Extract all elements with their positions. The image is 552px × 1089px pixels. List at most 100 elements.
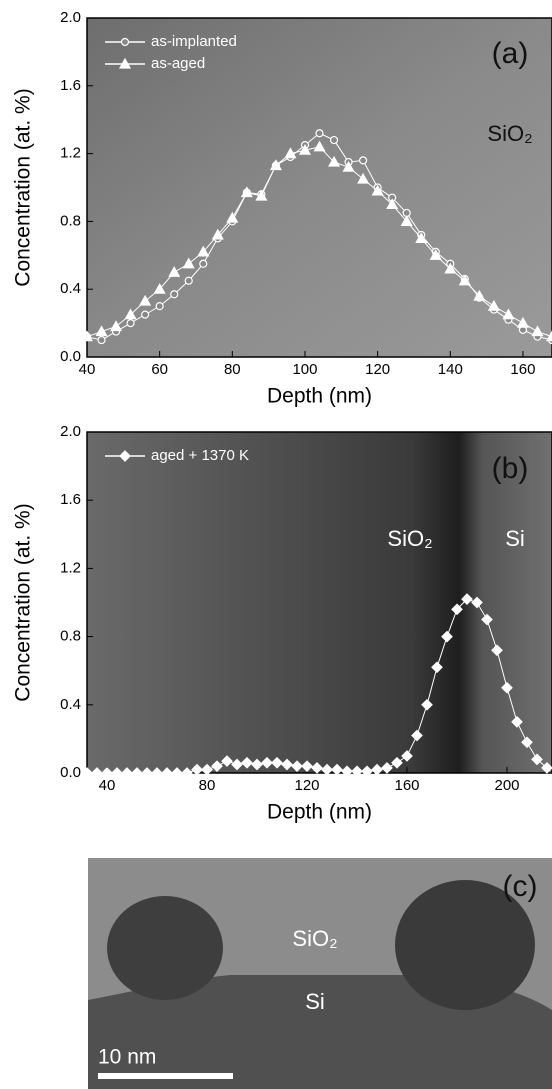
substrate-label: Si <box>305 989 325 1014</box>
marker <box>361 765 373 778</box>
marker <box>411 729 423 742</box>
legend-label: as-implanted <box>151 33 237 50</box>
marker <box>291 760 303 773</box>
marker <box>155 302 164 311</box>
y-tick-label: 0.0 <box>60 348 81 365</box>
marker <box>271 756 283 769</box>
marker <box>97 335 106 345</box>
marker <box>481 613 493 626</box>
marker <box>240 186 253 198</box>
panel-label: (c) <box>503 870 538 903</box>
marker <box>171 767 183 779</box>
scale-bar-label: 10 nm <box>98 1046 156 1069</box>
x-tick-label: 100 <box>292 361 317 378</box>
nanoparticle <box>107 896 223 1000</box>
marker <box>91 767 103 779</box>
y-tick-label: 1.6 <box>60 491 81 508</box>
x-tick-label: 160 <box>510 361 535 378</box>
nanoparticle <box>395 880 535 1010</box>
marker <box>269 159 282 171</box>
scale-bar <box>98 1073 233 1079</box>
marker <box>241 756 253 769</box>
y-tick-label: 2.0 <box>60 423 81 440</box>
plot-frame <box>86 431 552 774</box>
marker <box>261 756 273 769</box>
marker <box>81 767 93 779</box>
marker <box>458 274 471 286</box>
legend-marker <box>119 450 131 462</box>
marker <box>531 753 543 766</box>
x-tick-label: 40 <box>99 777 116 794</box>
x-tick-label: 120 <box>365 361 390 378</box>
marker <box>111 767 123 779</box>
x-tick-label: 160 <box>394 777 419 794</box>
marker <box>211 228 224 240</box>
marker <box>431 661 443 674</box>
marker <box>211 760 223 773</box>
oxide-label: SiO₂ <box>292 926 337 951</box>
marker <box>328 155 341 167</box>
x-tick-label: 120 <box>294 777 319 794</box>
marker <box>139 294 152 306</box>
panel-c: (c) SiO₂ Si 10 nm <box>88 858 552 1089</box>
marker <box>199 259 208 268</box>
marker <box>441 630 453 643</box>
annotation: Si <box>505 526 525 551</box>
x-tick-label: 80 <box>199 777 216 794</box>
marker <box>197 245 210 257</box>
marker <box>298 143 311 155</box>
marker <box>491 644 503 657</box>
marker <box>487 299 500 311</box>
marker <box>170 290 179 299</box>
marker <box>181 767 193 779</box>
marker <box>161 767 173 779</box>
marker <box>313 140 326 152</box>
marker <box>516 316 529 328</box>
y-tick-label: 0.0 <box>60 764 81 781</box>
y-tick-label: 0.4 <box>60 696 81 713</box>
marker <box>184 276 193 285</box>
marker <box>461 593 473 605</box>
marker <box>221 755 233 767</box>
marker <box>357 172 370 184</box>
marker <box>168 266 181 277</box>
marker <box>231 758 243 771</box>
marker <box>321 763 333 776</box>
marker <box>473 289 486 301</box>
marker <box>358 156 368 165</box>
legend-label: aged + 1370 K <box>151 447 249 464</box>
marker <box>95 325 108 337</box>
marker <box>511 716 523 728</box>
marker <box>541 762 552 774</box>
marker <box>421 698 433 711</box>
marker <box>101 767 113 779</box>
y-axis-title: Concentration (at. %) <box>12 88 35 286</box>
marker <box>153 282 166 294</box>
marker <box>381 762 393 774</box>
marker <box>401 750 413 762</box>
y-tick-label: 1.2 <box>60 145 81 162</box>
series <box>81 593 552 779</box>
y-tick-label: 0.8 <box>60 628 81 645</box>
marker <box>141 310 150 319</box>
marker <box>429 249 442 260</box>
legend-marker <box>120 37 130 47</box>
x-tick-label: 40 <box>79 361 96 378</box>
x-tick-label: 200 <box>494 777 519 794</box>
marker <box>182 257 195 269</box>
y-tick-label: 0.8 <box>60 212 81 229</box>
marker <box>451 603 463 616</box>
marker <box>471 596 483 609</box>
y-tick-label: 1.6 <box>60 77 81 94</box>
marker <box>371 763 383 776</box>
y-tick-label: 1.2 <box>60 559 81 576</box>
marker <box>351 765 363 778</box>
marker <box>201 763 213 776</box>
marker <box>121 767 133 779</box>
x-tick-label: 60 <box>151 361 168 378</box>
marker <box>415 232 428 243</box>
marker <box>301 760 313 773</box>
marker <box>315 129 324 138</box>
marker <box>151 767 163 779</box>
